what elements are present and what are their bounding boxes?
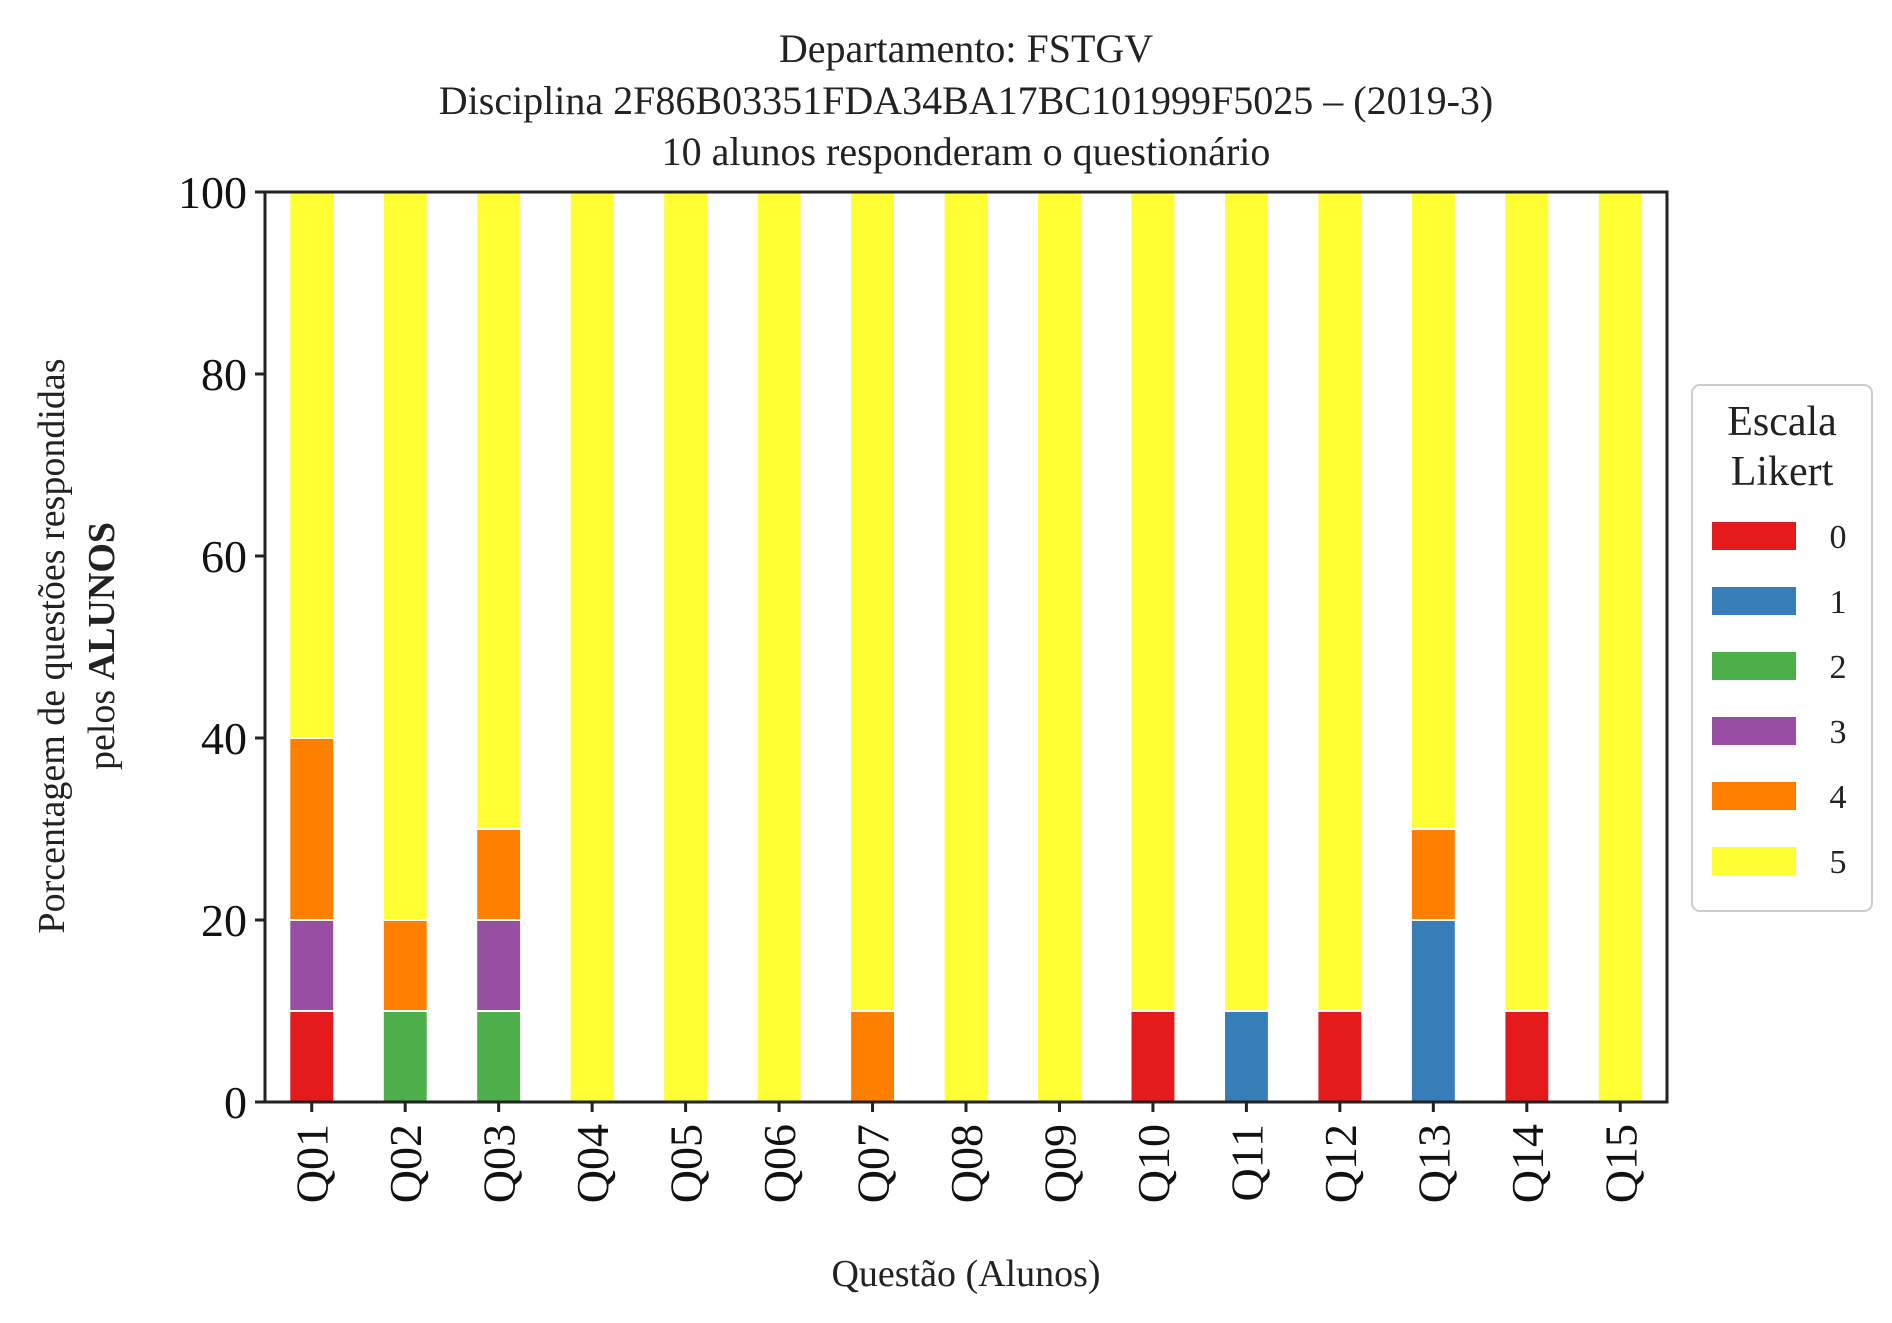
y-axis-label-line-2: pelos ALUNOS	[81, 522, 123, 770]
legend-label-2: 2	[1830, 649, 1847, 686]
bar-q01-likert-4	[288, 737, 336, 921]
legend-frame	[1691, 384, 1873, 912]
title-line-3: 10 alunos responderam o questionário	[662, 129, 1271, 174]
bar-q03-likert-2	[475, 1010, 523, 1103]
y-axis-label-prefix: pelos	[81, 680, 123, 770]
bar-q11-likert-1	[1223, 1010, 1270, 1103]
legend-title-line-2: Likert	[1731, 449, 1834, 495]
bar-q02-likert-4	[381, 919, 429, 1012]
bar-q01-likert-3	[288, 919, 336, 1012]
bar-q05-likert-5	[662, 191, 710, 1103]
legend-swatch-3	[1712, 717, 1796, 745]
bar-q10-likert-5	[1129, 191, 1177, 1012]
x-tick-label-q14: Q14	[1502, 1124, 1553, 1203]
bar-q03-likert-3	[475, 919, 523, 1012]
bar-q06-likert-5	[755, 191, 803, 1103]
legend-swatch-5	[1712, 847, 1796, 875]
y-tick-label-80: 80	[201, 349, 247, 400]
bar-q01-likert-5	[288, 191, 336, 739]
bar-q03-likert-5	[475, 191, 523, 830]
x-tick-label-q07: Q07	[848, 1124, 899, 1203]
y-axis-label-bold: ALUNOS	[81, 522, 123, 680]
title-line-2: Disciplina 2F86B03351FDA34BA17BC101999F5…	[439, 78, 1494, 123]
bar-q02-likert-2	[381, 1010, 429, 1103]
x-tick-label-q10: Q10	[1128, 1124, 1179, 1203]
legend-label-4: 4	[1830, 779, 1847, 816]
bar-q01-likert-0	[288, 1010, 336, 1103]
bar-q14-likert-5	[1503, 191, 1551, 1012]
y-tick-label-20: 20	[201, 895, 247, 946]
x-tick-label-q12: Q12	[1315, 1124, 1366, 1203]
x-tick-label-q04: Q04	[567, 1124, 618, 1203]
y-axis-label-line-1: Porcentagem de questões respondidas	[31, 358, 73, 933]
bar-q07-likert-5	[849, 191, 896, 1012]
bar-q14-likert-0	[1503, 1010, 1551, 1103]
legend-swatch-4	[1712, 782, 1796, 810]
legend-label-5: 5	[1830, 844, 1847, 881]
x-tick-label-q05: Q05	[661, 1124, 712, 1203]
legend: Escala Likert 0 1 2 3 4 5	[1691, 384, 1873, 912]
bar-q08-likert-5	[942, 191, 990, 1103]
legend-items: 0 1 2 3 4 5	[1712, 519, 1847, 881]
bars-group	[288, 191, 1644, 1103]
y-tick-label-40: 40	[201, 713, 247, 764]
bar-q03-likert-4	[475, 828, 523, 921]
bar-q04-likert-5	[568, 191, 616, 1103]
chart-title: Departamento: FSTGV Disciplina 2F86B0335…	[439, 26, 1494, 174]
legend-swatch-1	[1712, 587, 1796, 615]
x-tick-label-q09: Q09	[1034, 1124, 1085, 1203]
legend-title-line-1: Escala	[1727, 399, 1837, 445]
x-tick-label-q08: Q08	[941, 1124, 992, 1203]
x-axis-label: Questão (Alunos)	[831, 1253, 1100, 1295]
x-axis-ticks: Q01 Q02 Q03 Q04 Q05 Q06 Q07 Q08 Q09 Q10 Q11 Q12 Q13 Q…	[287, 1102, 1646, 1203]
y-tick-label-0: 0	[224, 1077, 247, 1128]
legend-swatch-2	[1712, 652, 1796, 680]
x-tick-label-q15: Q15	[1595, 1124, 1646, 1203]
bar-q12-likert-0	[1316, 1010, 1364, 1103]
y-axis-label: Porcentagem de questões respondidas pelo…	[31, 358, 123, 933]
bar-q11-likert-5	[1223, 191, 1270, 1012]
bar-q13-likert-4	[1409, 828, 1457, 921]
x-tick-label-q13: Q13	[1408, 1124, 1459, 1203]
x-tick-label-q01: Q01	[287, 1124, 338, 1203]
bar-q02-likert-5	[381, 191, 429, 921]
y-tick-label-60: 60	[201, 531, 247, 582]
x-tick-label-q11: Q11	[1221, 1124, 1272, 1202]
bar-q13-likert-5	[1409, 191, 1457, 830]
y-axis-ticks: 0 20 40 60 80 100	[178, 167, 265, 1128]
legend-label-3: 3	[1830, 714, 1847, 751]
bar-q15-likert-5	[1596, 191, 1644, 1103]
legend-label-0: 0	[1830, 519, 1847, 556]
x-tick-label-q02: Q02	[380, 1124, 431, 1203]
bar-q09-likert-5	[1036, 191, 1083, 1103]
legend-label-1: 1	[1830, 584, 1847, 621]
bar-q10-likert-0	[1129, 1010, 1177, 1103]
bar-q12-likert-5	[1316, 191, 1364, 1012]
bar-q07-likert-4	[849, 1010, 896, 1103]
x-tick-label-q03: Q03	[474, 1124, 525, 1203]
legend-swatch-0	[1712, 522, 1796, 550]
title-line-1: Departamento: FSTGV	[779, 26, 1153, 71]
y-tick-label-100: 100	[178, 167, 247, 218]
bar-q13-likert-1	[1409, 919, 1457, 1103]
x-tick-label-q06: Q06	[754, 1124, 805, 1203]
